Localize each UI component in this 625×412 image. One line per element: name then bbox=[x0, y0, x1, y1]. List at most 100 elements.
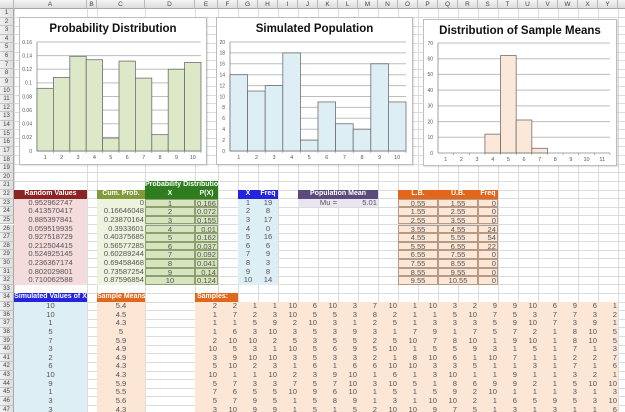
row-header-40[interactable]: 40 bbox=[0, 345, 14, 354]
means-freq-cell[interactable]: 54 bbox=[478, 233, 498, 242]
row-header-47[interactable]: 47 bbox=[0, 405, 14, 412]
sample-cell[interactable]: 1 bbox=[552, 335, 557, 345]
sample-cell[interactable]: 2 bbox=[372, 352, 377, 362]
sample-cell[interactable]: 10 bbox=[228, 404, 237, 412]
lb-cell[interactable]: 0.55 bbox=[398, 198, 438, 208]
sample-cell[interactable]: 1 bbox=[612, 301, 617, 311]
sample-cell[interactable]: 9 bbox=[352, 344, 357, 354]
sample-cell[interactable]: 1 bbox=[412, 309, 417, 319]
sample-cell[interactable]: 10 bbox=[288, 387, 297, 397]
sample-cell[interactable]: 3 bbox=[372, 378, 377, 388]
column-header-Y[interactable]: Y bbox=[598, 0, 618, 9]
means-freq-cell[interactable]: 24 bbox=[478, 224, 498, 234]
column-header-I[interactable]: I bbox=[278, 0, 298, 9]
simulated-value-cell[interactable]: 1 bbox=[48, 318, 53, 328]
freq-count-cell[interactable]: 0 bbox=[265, 223, 271, 233]
sample-cell[interactable]: 1 bbox=[592, 361, 597, 371]
cum-prob-cell[interactable]: 0.56577285 bbox=[103, 240, 144, 250]
sample-cell[interactable]: 5 bbox=[232, 344, 237, 354]
sample-cell[interactable]: 2 bbox=[592, 370, 597, 380]
column-header-T[interactable]: T bbox=[498, 0, 518, 9]
sample-cell[interactable]: 8 bbox=[452, 335, 457, 345]
sample-cell[interactable]: 9 bbox=[492, 301, 497, 311]
sample-cell[interactable]: 7 bbox=[512, 326, 517, 336]
row-header-21[interactable]: 21 bbox=[0, 181, 14, 190]
sample-cell[interactable]: 5 bbox=[532, 395, 537, 405]
ub-cell[interactable]: 5.55 bbox=[438, 233, 478, 242]
sample-cell[interactable]: 10 bbox=[388, 404, 397, 412]
lb-cell[interactable]: 1.55 bbox=[398, 207, 438, 216]
simulated-value-cell[interactable]: 7 bbox=[48, 335, 53, 345]
sample-cell[interactable]: 5 bbox=[572, 378, 577, 388]
ub-cell[interactable]: 8.55 bbox=[438, 258, 478, 268]
sample-mean-cell[interactable]: 5.9 bbox=[115, 378, 127, 388]
column-header-A[interactable]: A bbox=[14, 0, 87, 9]
sample-cell[interactable]: 6 bbox=[612, 404, 617, 412]
row-header-17[interactable]: 17 bbox=[0, 146, 14, 156]
sample-cell[interactable]: 1 bbox=[592, 344, 597, 354]
column-header-S[interactable]: S bbox=[478, 0, 498, 9]
sample-cell[interactable]: 1 bbox=[572, 404, 577, 412]
sample-cell[interactable]: 10 bbox=[528, 318, 537, 328]
sample-cell[interactable]: 1 bbox=[552, 370, 557, 380]
sample-cell[interactable]: 9 bbox=[272, 318, 277, 328]
sample-cell[interactable]: 9 bbox=[512, 370, 517, 380]
sample-cell[interactable]: 3 bbox=[432, 318, 437, 328]
means-freq-cell[interactable]: 0 bbox=[478, 215, 498, 225]
means-freq-cell[interactable]: 0 bbox=[478, 267, 498, 277]
sample-cell[interactable]: 2 bbox=[232, 301, 237, 311]
sample-cell[interactable]: 9 bbox=[432, 404, 437, 412]
sample-cell[interactable]: 9 bbox=[252, 404, 257, 412]
prob-dist-x-cell[interactable]: 9 bbox=[145, 267, 195, 277]
sample-cell[interactable]: 8 bbox=[372, 309, 377, 319]
ub-cell[interactable]: 9.55 bbox=[438, 267, 478, 277]
sample-cell[interactable]: 1 bbox=[492, 404, 497, 412]
column-header-Q[interactable]: Q bbox=[438, 0, 458, 9]
sample-mean-cell[interactable]: 5.9 bbox=[115, 335, 127, 345]
column-header-X[interactable]: X bbox=[578, 0, 598, 9]
sample-cell[interactable]: 10 bbox=[488, 387, 497, 397]
sample-cell[interactable]: 2 bbox=[532, 378, 537, 388]
sample-cell[interactable]: 7 bbox=[212, 387, 217, 397]
sample-cell[interactable]: 5 bbox=[252, 387, 257, 397]
column-header-M[interactable]: M bbox=[358, 0, 378, 9]
sample-cell[interactable]: 10 bbox=[588, 335, 597, 345]
sample-cell[interactable]: 5 bbox=[332, 335, 337, 345]
sample-cell[interactable]: 10 bbox=[468, 309, 477, 319]
sample-cell[interactable]: 3 bbox=[472, 318, 477, 328]
sample-cell[interactable]: 8 bbox=[452, 378, 457, 388]
ub-cell[interactable]: 3.55 bbox=[438, 215, 478, 225]
sample-cell[interactable]: 3 bbox=[532, 309, 537, 319]
prob-dist-p-cell[interactable]: 0.092 bbox=[195, 250, 218, 260]
random-value-cell[interactable]: 0.802029801 bbox=[28, 266, 73, 276]
sample-cell[interactable]: 7 bbox=[552, 309, 557, 319]
row-header-13[interactable]: 13 bbox=[0, 112, 14, 122]
sample-cell[interactable]: 10 bbox=[428, 395, 437, 405]
lb-cell[interactable]: 6.55 bbox=[398, 250, 438, 259]
sample-cell[interactable]: 1 bbox=[532, 404, 537, 412]
sample-cell[interactable]: 10 bbox=[528, 335, 537, 345]
sample-cell[interactable]: 9 bbox=[512, 335, 517, 345]
freq-x-cell[interactable]: 3 bbox=[245, 214, 251, 224]
sample-cell[interactable]: 5 bbox=[352, 335, 357, 345]
simulated-value-cell[interactable]: 5 bbox=[48, 326, 53, 336]
sample-cell[interactable]: 8 bbox=[332, 395, 337, 405]
sample-cell[interactable]: 1 bbox=[432, 309, 437, 319]
row-header-5[interactable]: 5 bbox=[0, 43, 14, 53]
row-header-7[interactable]: 7 bbox=[0, 60, 14, 70]
sample-cell[interactable]: 10 bbox=[348, 387, 357, 397]
prob-dist-x-cell[interactable]: 4 bbox=[145, 224, 195, 234]
sample-cell[interactable]: 7 bbox=[232, 395, 237, 405]
sample-cell[interactable]: 10 bbox=[388, 361, 397, 371]
mu-value[interactable]: 5.01 bbox=[362, 197, 377, 207]
sample-cell[interactable]: 3 bbox=[272, 309, 277, 319]
sample-cell[interactable]: 5 bbox=[612, 335, 617, 345]
sample-cell[interactable]: 10 bbox=[288, 344, 297, 354]
sample-cell[interactable]: 1 bbox=[592, 387, 597, 397]
random-value-cell[interactable]: 0.952962747 bbox=[28, 197, 73, 207]
simulated-value-cell[interactable]: 10 bbox=[46, 370, 55, 380]
sample-cell[interactable]: 1 bbox=[292, 361, 297, 371]
select-all-corner[interactable] bbox=[0, 0, 14, 9]
row-header-36[interactable]: 36 bbox=[0, 310, 14, 320]
sample-cell[interactable]: 1 bbox=[472, 370, 477, 380]
